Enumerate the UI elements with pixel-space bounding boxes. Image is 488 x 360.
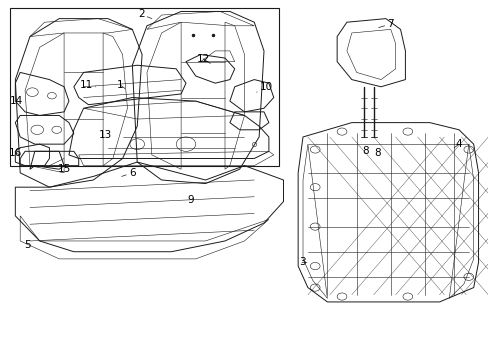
Text: 4: 4 [453, 139, 462, 149]
Text: 9: 9 [187, 195, 194, 205]
Text: 6: 6 [122, 168, 135, 178]
Text: 3: 3 [298, 257, 306, 267]
Bar [10, 8, 278, 166]
Text: 12: 12 [196, 54, 210, 64]
Text: 10: 10 [256, 82, 272, 92]
Text: 2: 2 [138, 9, 152, 19]
Text: 8: 8 [373, 148, 380, 158]
Text: 15: 15 [54, 164, 71, 174]
Text: 16: 16 [9, 148, 22, 158]
Text: 8: 8 [362, 146, 368, 156]
Text: 1: 1 [117, 80, 125, 90]
Text: 5: 5 [24, 239, 31, 249]
Text: 13: 13 [99, 130, 112, 140]
Text: 7: 7 [378, 19, 393, 29]
Text: 11: 11 [79, 80, 96, 90]
Text: 14: 14 [10, 96, 23, 106]
